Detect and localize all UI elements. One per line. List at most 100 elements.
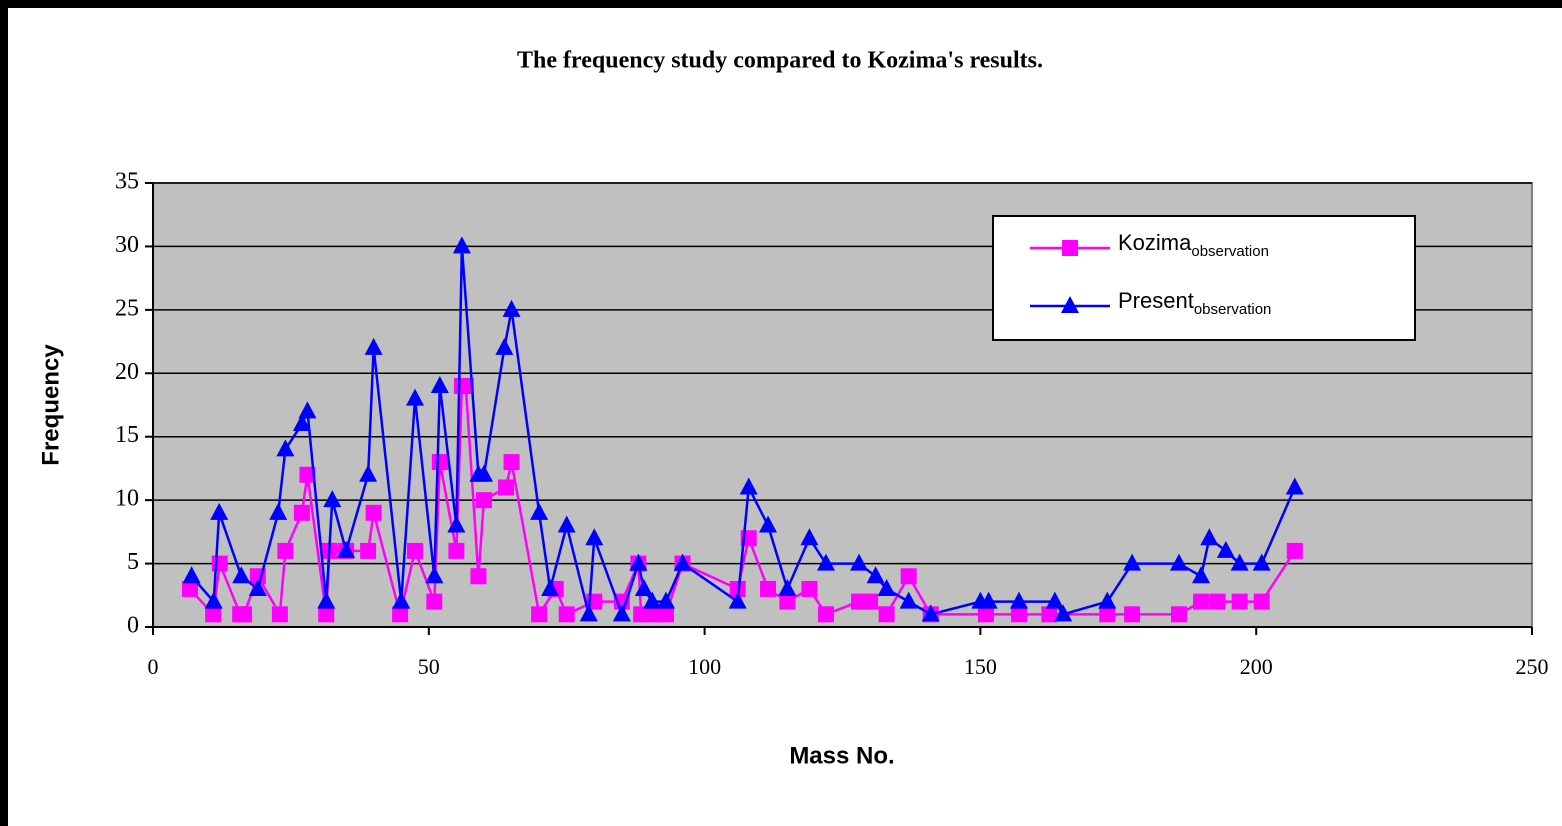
point <box>977 606 994 623</box>
point <box>1252 553 1271 571</box>
y-tick-label: 15 <box>115 422 139 448</box>
point <box>585 528 604 546</box>
point <box>1170 606 1187 623</box>
y-tick-label: 5 <box>127 549 139 575</box>
point <box>1230 553 1249 571</box>
point <box>299 466 316 483</box>
point <box>1169 553 1188 571</box>
y-axis-label: Frequency <box>37 344 64 466</box>
point <box>318 606 335 623</box>
point <box>503 454 520 471</box>
point <box>878 606 895 623</box>
x-axis-label: Mass No. <box>789 742 894 769</box>
legend-marker <box>1061 296 1079 313</box>
point <box>1123 553 1142 571</box>
point <box>236 606 253 623</box>
legend-name: Kozima <box>1118 230 1192 255</box>
point <box>474 464 493 482</box>
point <box>502 299 521 317</box>
point <box>643 591 662 609</box>
point <box>1216 540 1235 558</box>
point <box>426 593 443 610</box>
point <box>232 566 251 584</box>
point <box>817 606 834 623</box>
point <box>633 606 650 623</box>
point <box>800 528 819 546</box>
point <box>406 388 425 406</box>
legend-label: Kozimaobservation <box>1118 230 1269 260</box>
point <box>530 502 549 520</box>
point <box>629 553 648 571</box>
point <box>557 515 576 533</box>
point <box>979 591 998 609</box>
point <box>392 591 411 609</box>
point <box>779 593 796 610</box>
point <box>317 591 336 609</box>
point <box>407 542 424 559</box>
point <box>579 604 598 622</box>
point <box>181 580 198 597</box>
x-tick-label: 100 <box>688 654 721 679</box>
point <box>1285 477 1304 495</box>
point <box>210 502 229 520</box>
legend-subscript: observation <box>1194 301 1272 318</box>
point <box>673 553 692 571</box>
point <box>1200 528 1219 546</box>
point <box>204 591 223 609</box>
point <box>1231 593 1248 610</box>
point <box>182 566 201 584</box>
x-tick-label: 50 <box>418 654 440 679</box>
point <box>1193 593 1210 610</box>
point <box>457 377 474 394</box>
chart-title: The frequency study compared to Kozima's… <box>517 48 1043 74</box>
point <box>277 542 294 559</box>
point <box>1041 606 1058 623</box>
point <box>269 502 288 520</box>
point <box>470 568 487 585</box>
point <box>1098 591 1117 609</box>
point <box>759 515 778 533</box>
point <box>447 515 466 533</box>
point <box>801 580 818 597</box>
point <box>558 606 575 623</box>
point <box>1253 593 1270 610</box>
point <box>248 578 267 596</box>
y-tick-label: 10 <box>115 486 139 512</box>
point <box>760 580 777 597</box>
point <box>292 414 311 432</box>
point <box>778 578 797 596</box>
y-tick-label: 35 <box>115 169 139 195</box>
point <box>1045 591 1064 609</box>
point <box>739 477 758 495</box>
point <box>657 606 674 623</box>
point <box>425 566 444 584</box>
point <box>364 337 383 355</box>
point <box>431 454 448 471</box>
point <box>921 604 940 622</box>
point <box>850 553 869 571</box>
point <box>475 492 492 509</box>
legend-label: Presentobservation <box>1118 288 1271 318</box>
x-tick-label: 0 <box>148 654 159 679</box>
point <box>728 591 747 609</box>
x-tick-label: 200 <box>1240 654 1273 679</box>
point <box>1054 604 1073 622</box>
point <box>271 606 288 623</box>
point <box>816 553 835 571</box>
point <box>656 591 675 609</box>
x-tick-label: 150 <box>964 654 997 679</box>
y-tick-label: 25 <box>115 295 139 321</box>
point <box>634 578 653 596</box>
x-tick-label: 250 <box>1516 654 1549 679</box>
point <box>448 542 465 559</box>
y-tick-label: 0 <box>127 613 139 639</box>
legend-subscript: observation <box>1191 243 1269 260</box>
point <box>211 555 228 572</box>
point <box>293 504 310 521</box>
point <box>612 604 631 622</box>
y-tick-label: 30 <box>115 232 139 258</box>
point <box>365 504 382 521</box>
point <box>452 236 471 254</box>
point <box>298 401 317 419</box>
